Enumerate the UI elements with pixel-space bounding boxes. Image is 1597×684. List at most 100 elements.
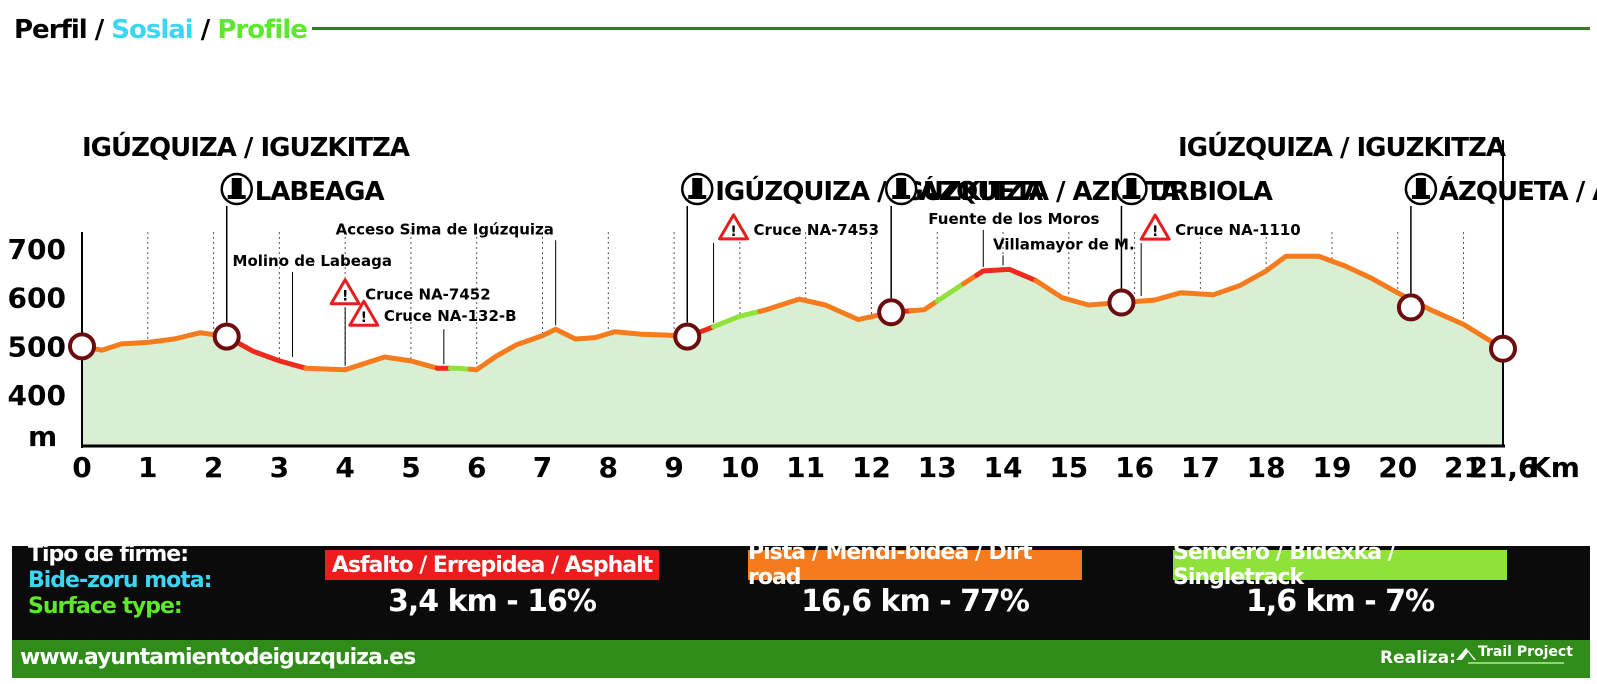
warning-icon-mark: ! [730, 224, 736, 240]
y-tick-label: 600 [8, 282, 66, 315]
surface-segment-dirt [908, 298, 940, 314]
warning-icon-mark: ! [361, 310, 367, 326]
warning-icon-mark: ! [1152, 224, 1158, 240]
annotation-text: Molino de Labeaga [233, 252, 392, 270]
waypoint-marker [68, 332, 96, 361]
place-label: LABEAGA [220, 172, 385, 323]
place-label-text: URBIOLA [1149, 177, 1272, 207]
x-tick-label: 4 [335, 451, 354, 484]
y-tick-label: 500 [8, 330, 66, 363]
annotation: ! Cruce NA-132-B [348, 299, 517, 365]
x-tick-label: 11 [786, 451, 825, 484]
x-tick-label: 8 [599, 451, 618, 484]
legend-heading-es: Tipo de firme: [28, 542, 189, 567]
x-tick-label: 21,6 [1468, 451, 1537, 484]
axes-layer: 0 1 2 3 4 5 6 7 8 9 10 11 12 13 14 15 16 17 18 19 20 2121,6Km… [8, 140, 1580, 484]
annotation-text: Cruce NA-132-B [384, 307, 517, 325]
x-tick-label: 1 [138, 451, 157, 484]
annotation: Acceso Sima de Igúzquiza [336, 220, 557, 326]
annotation-text: Villamayor de M. [993, 235, 1135, 253]
warning-icon [348, 299, 380, 327]
x-tick-label: 7 [533, 451, 552, 484]
warning-icon [1139, 213, 1171, 241]
place-label-text: LABEAGA [255, 177, 385, 207]
monument-icon-shape [692, 178, 703, 196]
y-tick-label: 400 [8, 379, 66, 412]
annotation-text: Fuente de los Moros [928, 210, 1099, 228]
annotation-text: Cruce NA-1110 [1175, 221, 1301, 239]
mountain-icon [1456, 648, 1476, 660]
x-tick-label: 12 [852, 451, 891, 484]
annotation: Molino de Labeaga [233, 252, 392, 357]
title-part-profile: Profile [217, 15, 308, 45]
area-layer [82, 256, 1503, 446]
surface-segment-dirt [961, 272, 980, 287]
waypoint-marker [212, 322, 241, 351]
waypoint-marker [673, 322, 702, 351]
surface-segment-asphalt [237, 341, 309, 371]
y-unit-label: m [28, 420, 57, 453]
annotation-text: Acceso Sima de Igúzquiza [336, 220, 554, 238]
legend-asphalt-value: 3,4 km - 16% [388, 584, 597, 619]
elevation-area [82, 256, 1503, 446]
monument-icon-base [227, 195, 246, 199]
place-label-text: IGÚZQUIZA / IGUZKITZA [82, 131, 410, 163]
place-label-text: IGÚZQUIZA / IGUZKITZA [715, 175, 1043, 207]
x-tick-label: 21 [1444, 451, 1483, 484]
chart-title: Perfil / Soslai / Profile [14, 12, 308, 48]
trail-project-logo: Trail Project [1454, 644, 1584, 674]
annotation-text: Cruce NA-7452 [365, 286, 491, 304]
title-separator: / [86, 15, 112, 45]
x-tick-label: 18 [1247, 451, 1286, 484]
annotation: ! Cruce NA-1110 [1139, 213, 1301, 297]
waypoint-marker [1489, 334, 1517, 363]
legend-dirt-label: Pista / Mendi-bidea / Dirt road [748, 540, 1082, 590]
monument-icon-base [892, 195, 911, 199]
x-tick-label: 13 [918, 451, 957, 484]
x-tick-label: 14 [984, 451, 1023, 484]
waypoint-marker [877, 298, 906, 327]
place-label-text: IGÚZQUIZA / IGUZKITZA [1178, 131, 1506, 163]
y-tick-label: 700 [8, 233, 66, 266]
footer-bar: www.ayuntamientodeiguzquiza.es Realiza: … [12, 640, 1590, 678]
surface-segment-singletrack [711, 308, 763, 330]
annotation-text: Cruce NA-7453 [754, 221, 880, 239]
surface-segment-singletrack [447, 365, 473, 372]
title-part-perfil: Perfil [14, 15, 88, 45]
legend-heading-en: Surface type: [28, 594, 183, 619]
place-label: ÁZQUETA / AZKETA [1404, 172, 1597, 294]
credit-label: Realiza: [1380, 648, 1456, 668]
monument-icon-shape [1415, 178, 1426, 196]
warning-icon-mark: ! [342, 289, 348, 305]
annotation: ! Cruce NA-7452 [329, 278, 491, 366]
logo-text: Trail Project [1478, 644, 1573, 660]
monument-icon-base [1411, 195, 1430, 199]
x-tick-label: 16 [1115, 451, 1154, 484]
legend-singletrack-value: 1,6 km - 7% [1245, 584, 1435, 619]
x-tick-label: 20 [1378, 451, 1417, 484]
warning-icon [329, 278, 361, 306]
monument-icon-base [688, 195, 707, 199]
x-tick-label: 2 [204, 451, 223, 484]
x-tick-label: 0 [72, 451, 91, 484]
legend-asphalt-label: Asfalto / Errepidea / Asphalt [325, 550, 659, 580]
surface-segment-asphalt [974, 266, 1039, 284]
x-unit-label: Km [1529, 451, 1580, 484]
surface-segment-dirt [467, 326, 690, 373]
monument-icon-shape [231, 178, 242, 196]
waypoint-marker [1107, 288, 1136, 317]
annotation: Villamayor de M. [993, 235, 1135, 266]
monument-icon-shape [896, 178, 907, 196]
surface-segment-dirt [303, 354, 440, 373]
monument-icon-shape [1126, 178, 1137, 196]
legend-heading-eu: Bide-zoru mota: [28, 568, 212, 593]
place-label: IGÚZQUIZA / IGUZKITZA [680, 172, 1044, 323]
legend-singletrack-label: Sendero / Bidexka / Singletrack [1173, 540, 1507, 590]
surface-segment-dirt [757, 296, 894, 323]
place-label: URBIOLA [1115, 172, 1274, 289]
website-link[interactable]: www.ayuntamientodeiguzquiza.es [20, 645, 416, 670]
x-tick-label: 17 [1181, 451, 1220, 484]
title-rule [312, 27, 1590, 30]
annotation: Fuente de los Moros [928, 210, 1100, 267]
warning-icon [718, 213, 750, 241]
